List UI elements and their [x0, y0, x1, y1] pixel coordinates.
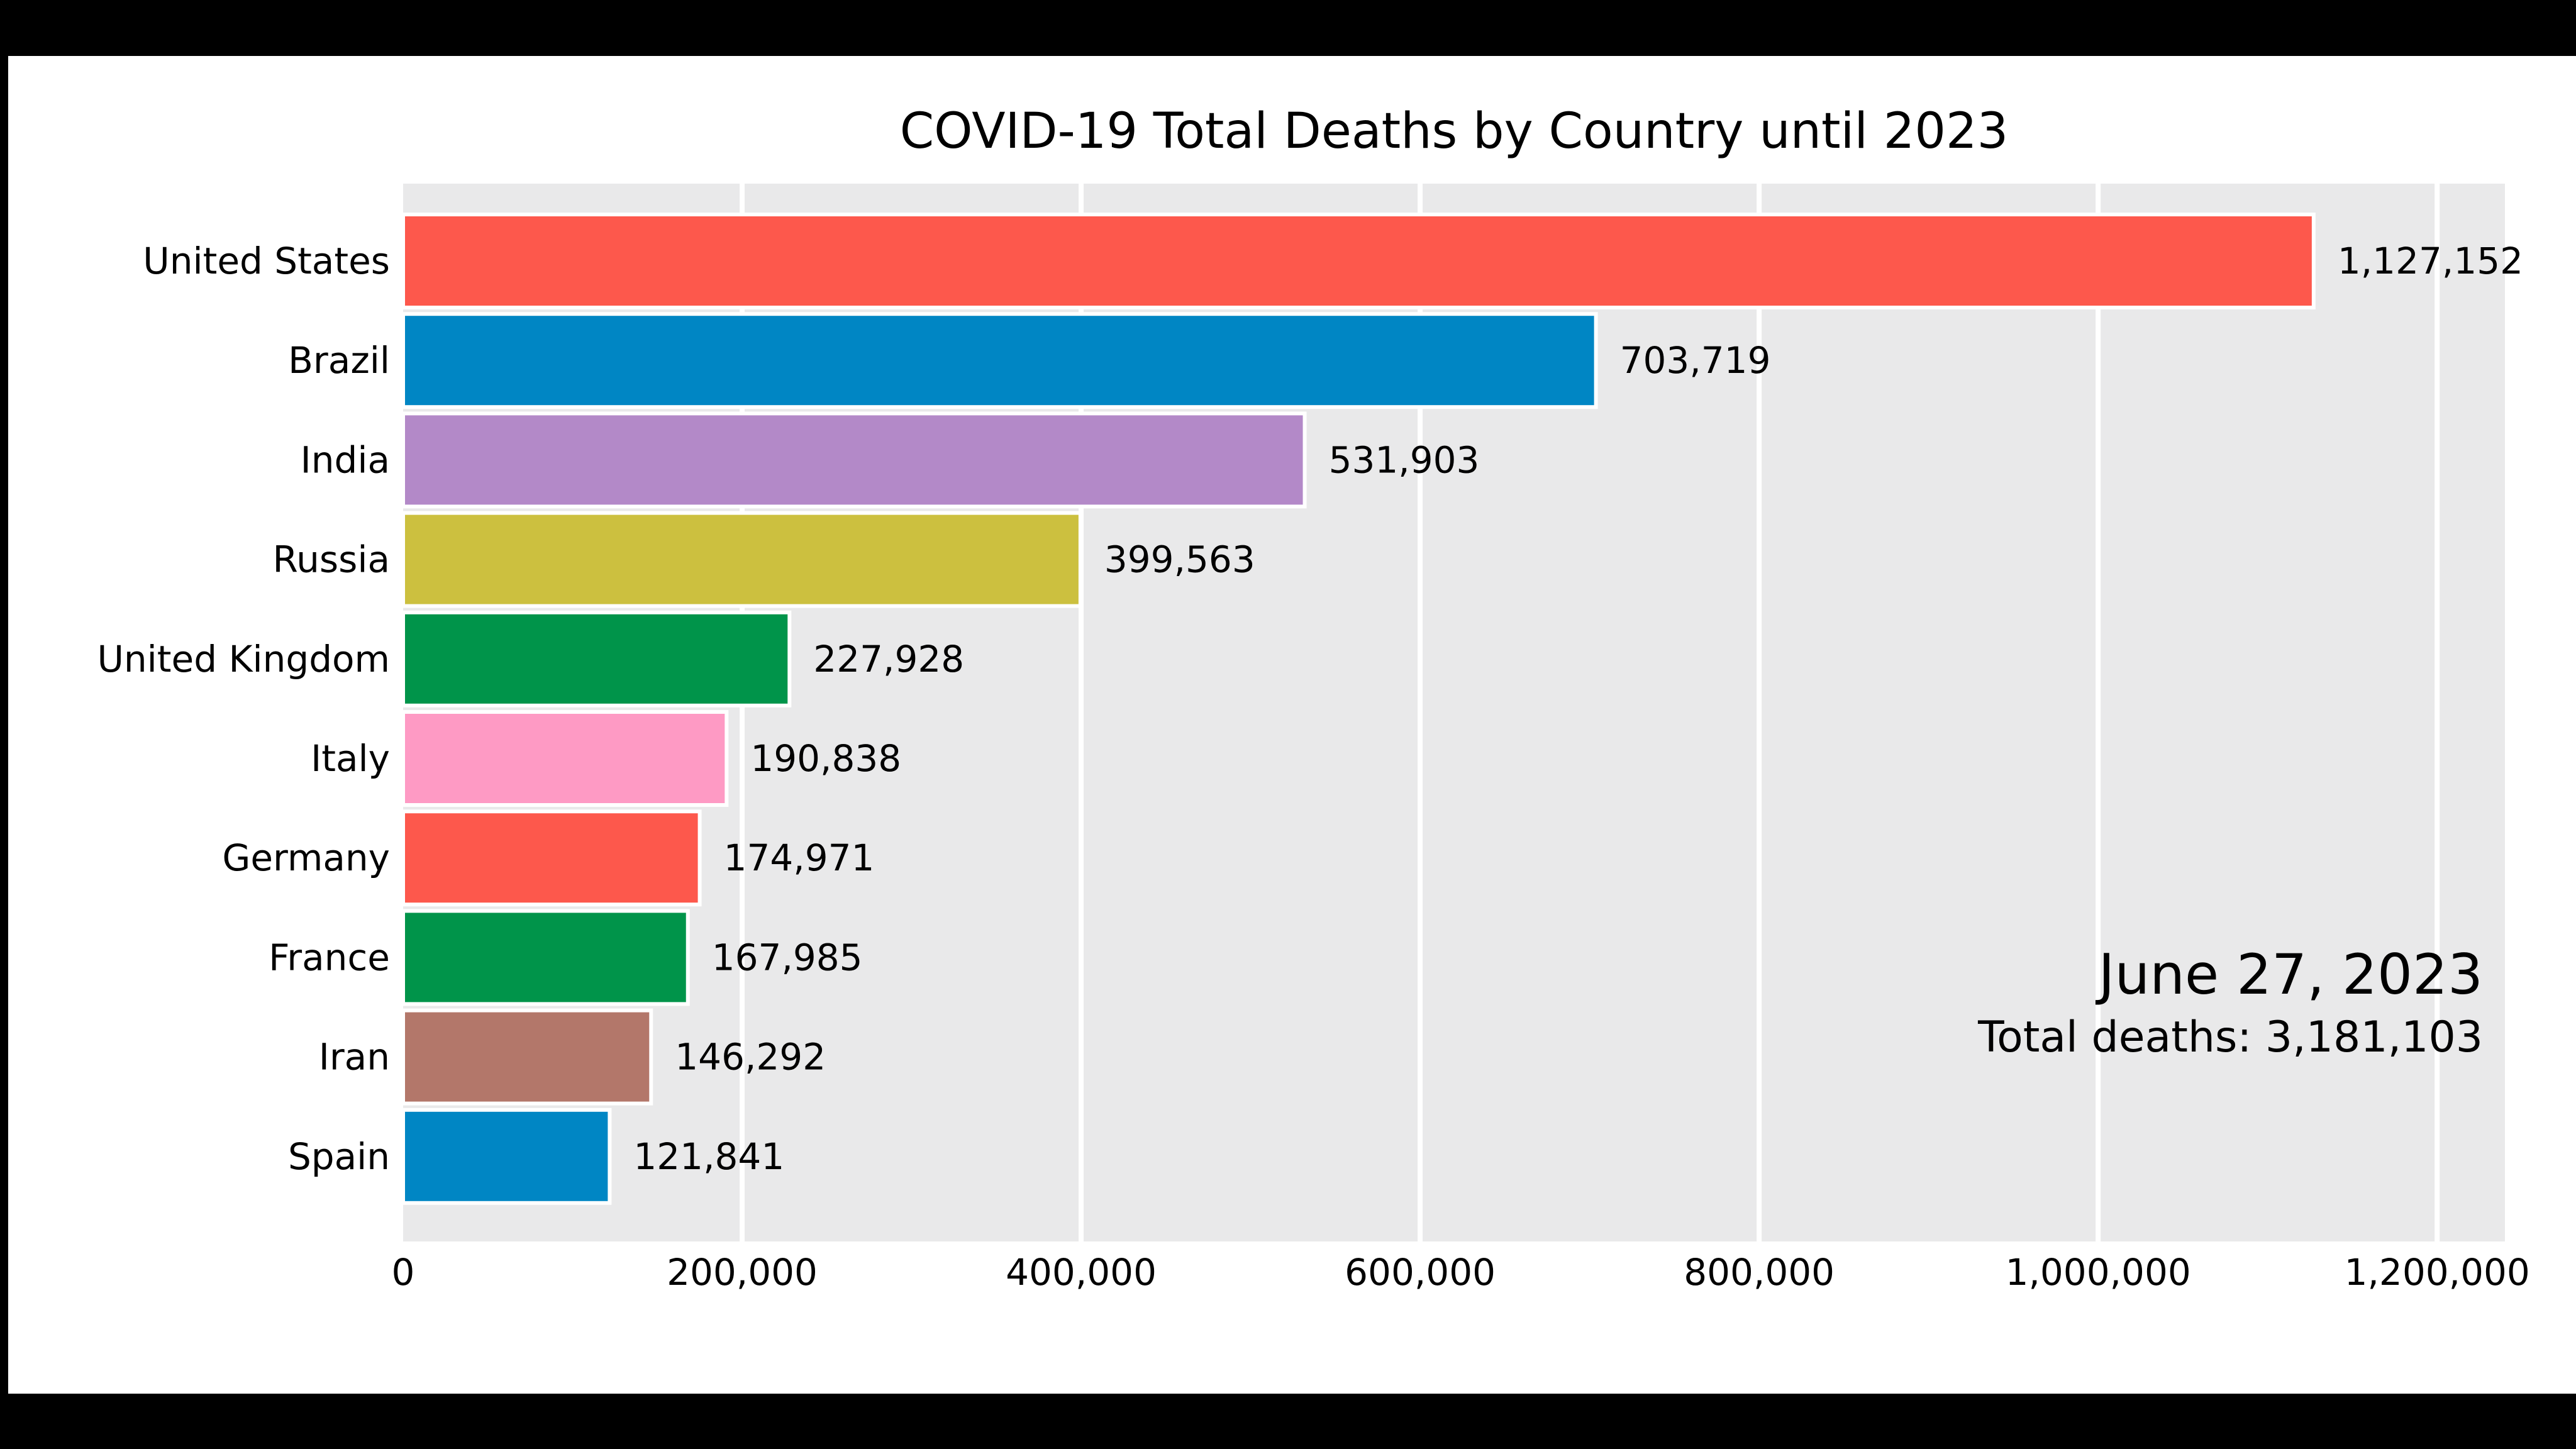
category-label: India [301, 438, 390, 481]
bar [401, 411, 1307, 509]
category-label: Brazil [288, 339, 390, 382]
total-deaths-annotation: Total deaths: 3,181,103 [1977, 1013, 2483, 1062]
x-tick-label: 400,000 [1006, 1251, 1157, 1294]
bar [401, 511, 1082, 608]
chart-title: COVID-19 Total Deaths by Country until 2… [900, 103, 2009, 160]
bar [401, 809, 702, 907]
x-tick-label: 600,000 [1345, 1251, 1496, 1294]
value-label: 399,563 [1104, 538, 1255, 581]
category-label: Italy [311, 737, 390, 780]
bar [401, 909, 690, 1006]
x-axis-tick-labels: 0 200,000 400,000 600,000 800,000 1,000,000 1,… [392, 1251, 2530, 1294]
value-label: 174,971 [724, 836, 875, 879]
value-label: 227,928 [813, 638, 964, 680]
category-label: Spain [288, 1135, 390, 1178]
bar [401, 312, 1598, 409]
category-labels: United States Brazil India Russia United Kin… [97, 240, 390, 1178]
bar [401, 1008, 653, 1106]
bar [401, 610, 792, 708]
value-label: 121,841 [633, 1135, 784, 1178]
value-labels: 1,127,152 703,719 531,903 399,563 227,928 190… [633, 240, 2523, 1178]
x-tick-label: 1,000,000 [2006, 1251, 2191, 1294]
x-tick-label: 1,200,000 [2345, 1251, 2530, 1294]
category-label: United States [143, 240, 390, 282]
value-label: 1,127,152 [2338, 240, 2523, 282]
category-label: Iran [319, 1036, 390, 1079]
category-label: Russia [272, 538, 390, 581]
x-tick-label: 0 [392, 1251, 415, 1294]
bar [401, 1108, 612, 1205]
bar [401, 213, 2316, 309]
value-label: 703,719 [1620, 339, 1771, 382]
value-label: 190,838 [750, 737, 901, 780]
bar [401, 710, 729, 807]
category-label: United Kingdom [97, 638, 390, 680]
bars [401, 213, 2316, 1205]
value-label: 146,292 [675, 1036, 826, 1079]
category-label: Germany [222, 836, 390, 879]
value-label: 531,903 [1329, 438, 1480, 481]
value-label: 167,985 [712, 936, 863, 979]
x-tick-label: 800,000 [1684, 1251, 1835, 1294]
date-annotation: June 27, 2023 [2096, 942, 2484, 1007]
x-tick-label: 200,000 [667, 1251, 818, 1294]
category-label: France [269, 936, 390, 979]
